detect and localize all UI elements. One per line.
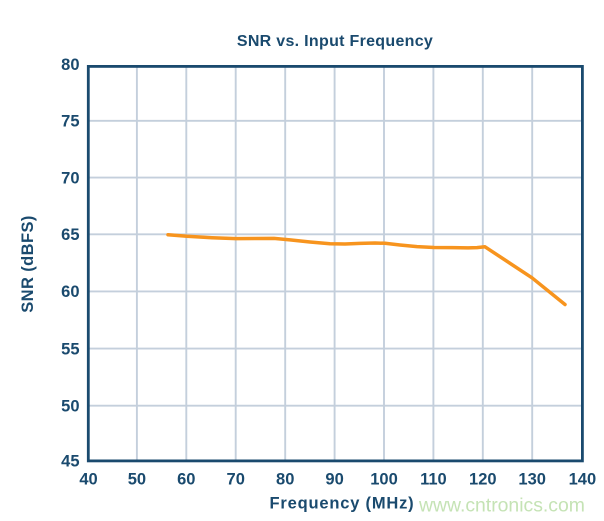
svg-text:40: 40	[79, 471, 97, 489]
svg-text:110: 110	[420, 471, 447, 489]
svg-text:60: 60	[177, 471, 195, 489]
svg-text:140: 140	[569, 471, 597, 489]
svg-text:SNR (dBFS): SNR (dBFS)	[19, 215, 37, 313]
svg-text:120: 120	[469, 471, 497, 489]
svg-text:60: 60	[61, 283, 79, 301]
svg-text:65: 65	[61, 226, 79, 244]
svg-text:70: 70	[61, 169, 79, 187]
svg-text:55: 55	[61, 340, 79, 358]
svg-text:100: 100	[370, 471, 398, 489]
svg-text:SNR vs. Input Frequency: SNR vs. Input Frequency	[237, 33, 433, 50]
svg-text:80: 80	[61, 56, 79, 74]
svg-text:80: 80	[276, 471, 294, 489]
svg-text:70: 70	[227, 471, 245, 489]
svg-text:75: 75	[61, 113, 79, 131]
svg-text:Frequency (MHz): Frequency (MHz)	[270, 495, 415, 513]
svg-text:www.cntronics.com: www.cntronics.com	[418, 495, 585, 517]
svg-text:90: 90	[325, 471, 343, 489]
svg-text:45: 45	[61, 453, 79, 471]
svg-text:50: 50	[61, 398, 79, 416]
svg-text:130: 130	[518, 471, 546, 489]
svg-text:50: 50	[128, 471, 146, 489]
